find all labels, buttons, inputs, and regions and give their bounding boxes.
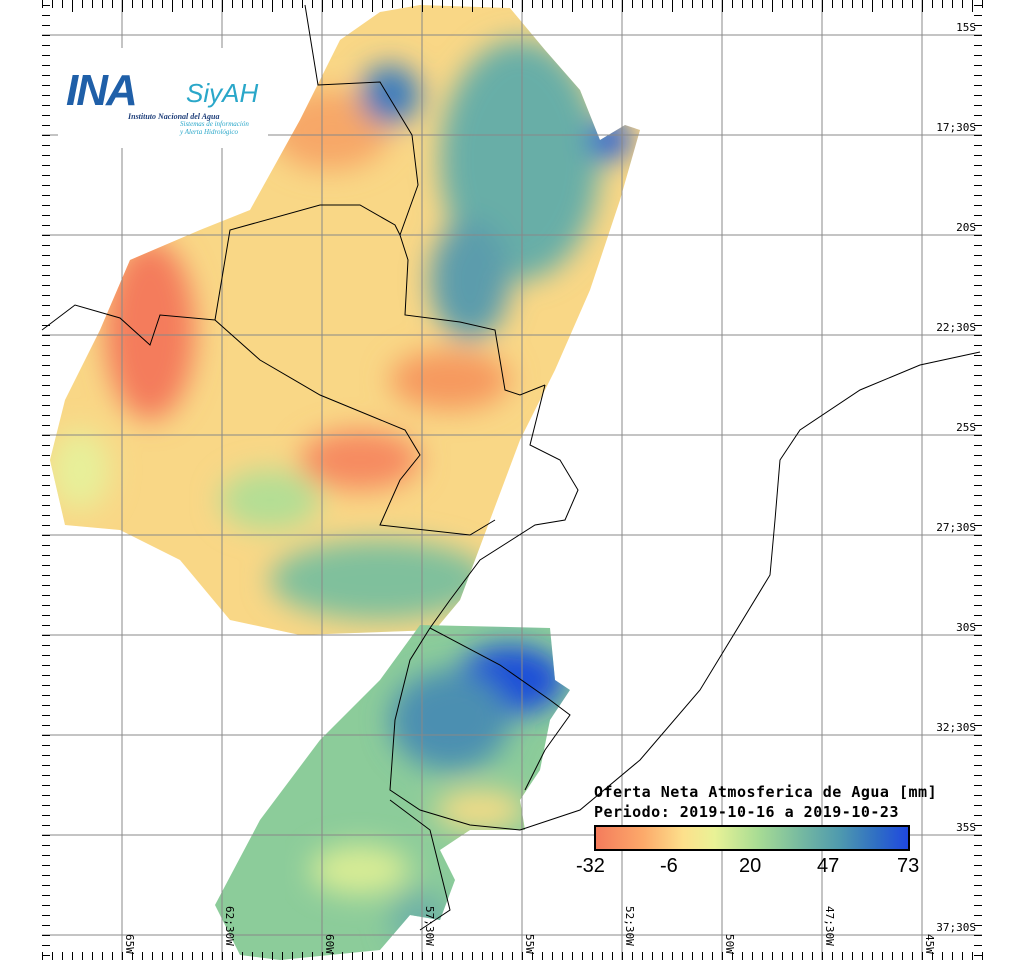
logo-ina: INA (66, 66, 138, 115)
country-borders (41, 4, 981, 931)
data-swath-south (215, 625, 570, 960)
legend-variable: Oferta Neta Atmosferica de Agua [mm] (594, 783, 938, 801)
latitude-label: 32;30S (936, 721, 976, 734)
logo-subtitle-2: y Alerta Hidrológico (180, 128, 238, 136)
logo-institution: Instituto Nacional del Agua (128, 112, 220, 121)
logo-subtitle-1: Sistemas de información (180, 120, 249, 128)
latitude-label: 35S (956, 821, 976, 834)
longitude-label: 55W (523, 934, 536, 954)
colorbar-tick: -32 (576, 855, 605, 877)
latitude-label: 30S (956, 621, 976, 634)
longitude-label: 52;30W (623, 906, 636, 946)
latitude-label: 27;30S (936, 521, 976, 534)
longitude-label: 60W (323, 934, 336, 954)
legend-title: Oferta Neta Atmosferica de Agua [mm] Per… (594, 782, 937, 822)
logo-siyah: SiyAH (186, 78, 259, 108)
axis-ticks (42, 0, 983, 960)
colorbar-tick: 73 (897, 855, 920, 877)
longitude-label: 62;30W (223, 906, 236, 946)
colorbar (594, 825, 910, 851)
longitude-label: 50W (723, 934, 736, 954)
legend-period: Periodo: 2019-10-16 a 2019-10-23 (594, 803, 899, 821)
colorbar-tick: 20 (739, 855, 762, 877)
colorbar-tick: -6 (660, 855, 678, 877)
longitude-label: 45W (923, 934, 936, 954)
colorbar-tick: 47 (817, 855, 840, 877)
latitude-label: 15S (956, 21, 976, 34)
longitude-label: 65W (123, 934, 136, 954)
latitude-label: 22;30S (936, 321, 976, 334)
data-swath-north (50, 5, 640, 635)
latitude-label: 17;30S (936, 121, 976, 134)
logo-subtitle: Sistemas de información y Alerta Hidrológ… (180, 120, 249, 136)
latitude-label: 37;30S (936, 921, 976, 934)
longitude-label: 47;30W (823, 906, 836, 946)
latitude-label: 25S (956, 421, 976, 434)
ina-siyah-logo: INA SiyAH Instituto Nacional del Agua Si… (58, 48, 268, 148)
longitude-label: 57;30W (423, 906, 436, 946)
latitude-label: 20S (956, 221, 976, 234)
lat-lon-grid (42, 0, 982, 960)
